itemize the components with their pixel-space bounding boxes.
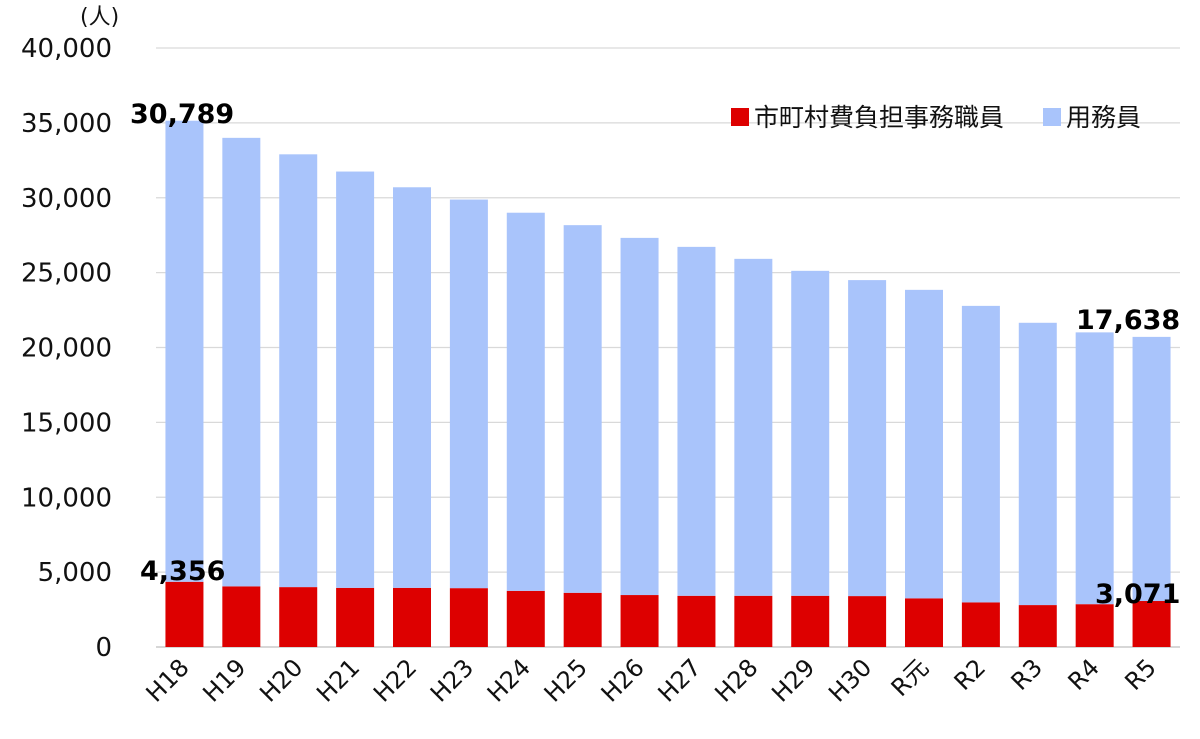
x-tick-label: R2 xyxy=(949,653,991,695)
x-tick-label: H30 xyxy=(823,653,877,707)
data-labels: 30,789 4,356 17,638 3,071 xyxy=(130,99,1180,610)
bar-segment-series-2 xyxy=(791,270,830,596)
legend: 市町村費負担事務職員 用務員 xyxy=(731,103,1141,132)
bar-segment-series-1 xyxy=(222,586,261,647)
bar-segment-series-2 xyxy=(1132,336,1171,602)
x-tick-label: R4 xyxy=(1063,653,1105,695)
x-tick-label: H29 xyxy=(766,653,820,707)
x-tick-label: H23 xyxy=(425,653,479,707)
bar-segment-series-1 xyxy=(165,581,204,647)
data-label-first-top: 30,789 xyxy=(130,99,234,130)
y-tick-label: 5,000 xyxy=(38,558,112,588)
bar-segment-series-2 xyxy=(279,154,318,588)
bar-segment-series-1 xyxy=(563,592,602,647)
bar-segment-series-2 xyxy=(449,199,488,589)
bar-segment-series-1 xyxy=(506,590,545,647)
x-tick-label: H19 xyxy=(197,653,251,707)
y-tick-label: 20,000 xyxy=(21,334,112,364)
bar-segment-series-1 xyxy=(279,587,318,647)
y-tick-label: 30,000 xyxy=(21,184,112,214)
bar-segment-series-1 xyxy=(961,602,1000,647)
x-tick-label: H28 xyxy=(709,653,763,707)
x-tick-label: R5 xyxy=(1119,653,1161,695)
x-tick-label: H27 xyxy=(653,653,707,707)
bar-segment-series-2 xyxy=(848,280,887,597)
x-tick-label: H22 xyxy=(368,653,422,707)
y-tick-label: 40,000 xyxy=(21,34,112,64)
bar-segment-series-1 xyxy=(1132,601,1171,647)
y-axis-unit-label: (人) xyxy=(80,5,119,30)
bar-segment-series-1 xyxy=(905,598,943,647)
y-tick-label: 15,000 xyxy=(21,408,112,438)
y-axis: 0 5,000 10,000 15,000 20,000 25,000 30,000 35,0… xyxy=(21,34,112,663)
bar-segment-series-2 xyxy=(905,289,943,599)
x-tick-label: H20 xyxy=(254,653,308,707)
x-tick-label: H25 xyxy=(539,653,593,707)
bar-segment-series-2 xyxy=(393,187,431,588)
bar-segment-series-2 xyxy=(677,246,716,596)
bar-segment-series-2 xyxy=(1075,332,1114,605)
bar-segment-series-2 xyxy=(222,137,261,587)
data-label-last-bottom: 3,071 xyxy=(1095,579,1180,610)
y-tick-label: 0 xyxy=(95,633,112,663)
bar-segment-series-1 xyxy=(677,595,716,647)
legend-label-series-2: 用務員 xyxy=(1066,103,1141,132)
legend-swatch-series-1 xyxy=(731,108,749,126)
legend-swatch-series-2 xyxy=(1043,108,1061,126)
x-tick-label: H18 xyxy=(141,653,195,707)
bar-segment-series-1 xyxy=(848,596,887,647)
bar-segment-series-2 xyxy=(165,120,204,582)
bar-segment-series-1 xyxy=(449,588,488,647)
x-tick-label: R3 xyxy=(1006,653,1048,695)
x-tick-label: H26 xyxy=(596,653,650,707)
bar-segment-series-1 xyxy=(1018,605,1057,647)
x-tick-label: H21 xyxy=(311,653,365,707)
bar-segment-series-1 xyxy=(620,595,659,647)
bar-segment-series-1 xyxy=(393,587,431,647)
gridlines xyxy=(156,47,1180,648)
y-tick-label: 25,000 xyxy=(21,259,112,289)
y-tick-label: 35,000 xyxy=(21,109,112,139)
bar-segment-series-1 xyxy=(734,595,773,647)
bar-segment-series-1 xyxy=(791,595,830,647)
bar-segment-series-2 xyxy=(336,171,375,588)
bar-segment-series-1 xyxy=(336,587,375,647)
data-label-last-top: 17,638 xyxy=(1076,305,1180,336)
bar-segment-series-2 xyxy=(734,258,773,596)
bar-segment-series-2 xyxy=(1018,322,1057,606)
data-label-first-bottom: 4,356 xyxy=(140,556,225,587)
x-tick-label: H24 xyxy=(482,653,536,707)
legend-label-series-1: 市町村費負担事務職員 xyxy=(754,103,1004,132)
bar-segment-series-2 xyxy=(506,212,545,591)
x-axis: H18 H19 H20 H21 H22 H23 H24 H25 H26 H27 H28 H29 H30 R… xyxy=(141,653,1162,707)
x-tick-label: R元 xyxy=(886,653,935,702)
y-tick-label: 10,000 xyxy=(21,483,112,513)
bar-segment-series-2 xyxy=(563,225,602,593)
bar-segment-series-2 xyxy=(961,305,1000,603)
bar-segment-series-2 xyxy=(620,237,659,596)
bars xyxy=(165,120,1171,647)
bar-segment-series-1 xyxy=(1075,604,1114,647)
